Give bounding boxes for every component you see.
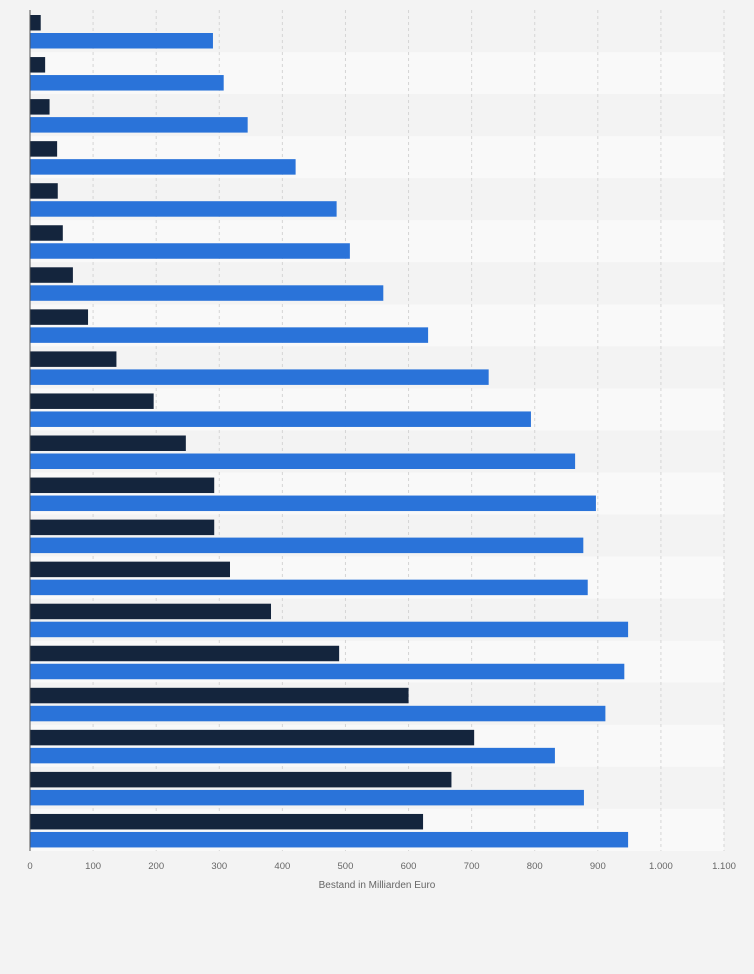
bar-series-1[interactable]: [30, 57, 46, 73]
x-tick-labels: 0 100 200 300 400 500 600 700 800 900 1.000 1.100: [27, 861, 736, 872]
bar-series-1[interactable]: [30, 645, 340, 662]
bar-series-1[interactable]: [30, 183, 58, 199]
x-tick-label: 0: [27, 861, 32, 872]
bar-series-2[interactable]: [30, 747, 555, 764]
bar-series-1[interactable]: [30, 435, 186, 452]
x-tick-label: 600: [401, 861, 417, 872]
bar-series-2[interactable]: [30, 495, 596, 512]
bar-series-2[interactable]: [30, 285, 384, 301]
bar-series-2[interactable]: [30, 537, 584, 554]
bar-series-2[interactable]: [30, 369, 489, 385]
x-tick-label: 900: [590, 861, 606, 872]
x-tick-label: 700: [464, 861, 480, 872]
bar-series-1[interactable]: [30, 225, 63, 241]
bar-series-2[interactable]: [30, 831, 629, 848]
x-tick-label: 100: [85, 861, 101, 872]
bar-series-1[interactable]: [30, 813, 424, 830]
bar-series-2[interactable]: [30, 411, 531, 427]
x-tick-label: 1.000: [649, 861, 673, 872]
x-axis-label: Bestand in Milliarden Euro: [319, 880, 436, 891]
bar-series-1[interactable]: [30, 393, 154, 409]
bars: [30, 15, 629, 848]
bar-series-2[interactable]: [30, 705, 606, 722]
bar-series-1[interactable]: [30, 771, 452, 788]
bar-series-1[interactable]: [30, 519, 215, 536]
x-tick-label: 800: [527, 861, 543, 872]
bar-series-1[interactable]: [30, 141, 58, 157]
x-tick-label: 500: [338, 861, 354, 872]
bar-series-2[interactable]: [30, 75, 224, 91]
x-tick-label: 300: [211, 861, 227, 872]
bar-series-1[interactable]: [30, 729, 475, 746]
bar-series-1[interactable]: [30, 603, 272, 620]
row-bands: [30, 10, 724, 851]
x-tick-label: 400: [274, 861, 290, 872]
bar-series-1[interactable]: [30, 561, 230, 578]
x-tick-label: 1.100: [712, 861, 736, 872]
bar-series-2[interactable]: [30, 579, 588, 596]
bar-series-1[interactable]: [30, 477, 215, 494]
bar-series-2[interactable]: [30, 789, 584, 806]
bar-series-2[interactable]: [30, 159, 296, 175]
bar-series-1[interactable]: [30, 687, 409, 704]
gridlines: [92, 10, 725, 851]
bar-series-2[interactable]: [30, 663, 625, 680]
bar-series-2[interactable]: [30, 201, 337, 217]
bar-series-1[interactable]: [30, 309, 89, 325]
bar-series-2[interactable]: [30, 327, 429, 343]
bar-series-2[interactable]: [30, 33, 213, 49]
bar-series-1[interactable]: [30, 267, 73, 283]
bar-series-2[interactable]: [30, 117, 248, 133]
bar-series-2[interactable]: [30, 621, 629, 638]
x-tick-label: 200: [148, 861, 164, 872]
bar-series-1[interactable]: [30, 351, 117, 367]
bar-series-1[interactable]: [30, 99, 50, 115]
bar-series-1[interactable]: [30, 15, 41, 31]
bar-series-2[interactable]: [30, 453, 576, 470]
bar-series-2[interactable]: [30, 243, 350, 259]
